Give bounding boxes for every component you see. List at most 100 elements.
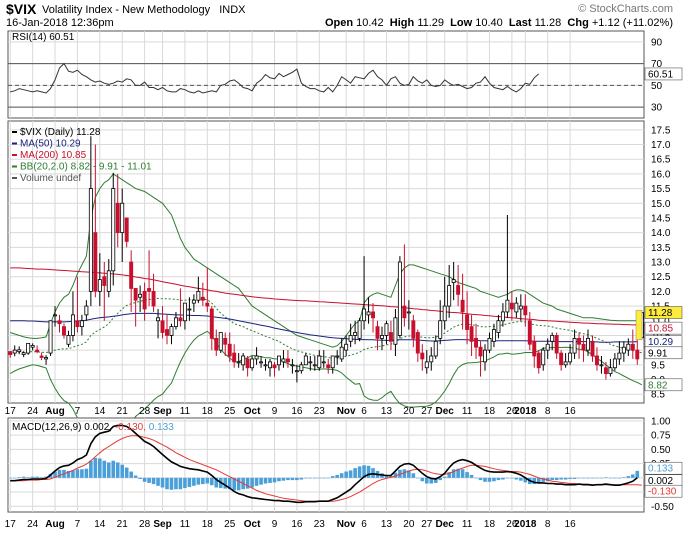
last-label: Last [508,17,532,29]
macd-histogram-bar [196,477,201,485]
y-tick-label: -0.50 [651,502,674,513]
x-tick-label: Aug [45,519,64,530]
x-tick-label: 16 [565,519,577,530]
x-tick-label: 25 [224,519,236,530]
candle-body [133,288,138,301]
candle-body [173,317,178,328]
macd-histogram-bar [532,477,537,485]
macd-histogram-bar [142,477,147,482]
candle-body [321,361,326,364]
x-tick-label: 27 [421,406,433,417]
macd-histogram-bar [245,477,250,489]
candle-body [214,337,219,351]
macd-histogram-bar [442,476,447,478]
y-tick-label: 14.0 [651,228,671,239]
candle-body [196,290,201,301]
ma200-line [10,267,647,326]
quote-summary: Open 10.42 High 11.29 Low 10.40 Last 11.… [325,17,673,29]
macd-histogram-bar [299,477,304,480]
candle-body [35,349,40,352]
macd-histogram-bar [631,474,635,478]
last-price-label: 11.28 [648,308,673,319]
macd-histogram-bar [523,477,528,483]
macd-histogram-bar [26,477,30,478]
datetime: 16-Jan-2018 12:36pm [6,17,114,29]
macd-histogram-bar [357,466,362,478]
macd-histogram-bar [236,477,241,491]
ma200-value-label-bg [644,321,683,335]
candle-body [420,352,425,360]
macd-panel: -0.50-0.250.000.250.500.751.00MACD(12,26… [7,416,683,513]
price-legend-item: MA(200) 10.85 [20,150,87,161]
macd-histogram-bar [545,477,550,482]
candle-body [277,355,281,366]
macd-histogram-bar [622,477,626,478]
candle-body [612,358,617,369]
x-tick-label: 11 [180,406,191,417]
x-tick-label: 28 [139,406,151,417]
macd-histogram-bar [44,476,48,478]
macd-histogram-bar [290,477,295,481]
x-tick-label: 14 [94,519,106,530]
x-tick-label: 26 [506,519,518,530]
candle-body [483,349,487,363]
candle-body [326,364,331,369]
candle-body [299,364,304,372]
macd-histogram-bar [456,468,460,478]
rsi-last-label-bg [644,67,683,81]
x-tick-label: 24 [27,519,39,530]
x-tick-label: Aug [45,406,64,417]
y-tick-label: 12.5 [651,272,671,283]
ma200-value-label: 10.85 [648,324,673,335]
candle-body [21,352,26,355]
legend-swatch [12,177,17,179]
candle-body [62,326,66,336]
macd-histogram-bar [604,477,608,478]
macd-histogram-bar [254,477,259,486]
candle-body [70,314,75,336]
macd-hist-value-label: 0.133 [648,464,673,475]
candle-body [429,355,434,363]
candle-body [393,317,398,345]
macd-histogram-bar [330,476,335,478]
high-value: 11.29 [417,17,445,29]
candle-body [30,345,35,348]
candle-body [362,308,367,322]
candle-body [191,299,196,304]
candle-body [227,343,232,357]
macd-histogram-bar [416,477,420,479]
x-tick-label: 16 [565,406,577,417]
macd-histogram-bar [353,468,357,478]
y-tick-label: 1.00 [651,416,671,427]
index-name: Volatility Index - New Methodology INDX [42,4,246,16]
macd-histogram-bar [492,477,496,482]
macd-histogram-bar [398,469,402,478]
macd-histogram-bar [111,460,116,478]
macd-histogram-bar [407,470,411,478]
x-tick-label: Nov [337,406,356,417]
candle-body [411,320,416,339]
macd-histogram-bar [214,477,219,488]
candle-body [147,288,152,292]
y-tick-label: 12.0 [651,287,671,298]
y-tick-label: 17.5 [651,125,671,136]
x-tick-label: 18 [202,519,214,530]
candle-body [88,188,93,292]
candle-body [294,370,299,373]
y-tick-label: 16.5 [651,155,671,166]
symbol: $VIX [6,1,37,17]
candle-body [142,290,147,310]
candle-body [93,232,98,292]
x-tick-label: 20 [403,519,415,530]
low-value: 10.40 [475,17,503,29]
y-tick-label: 13.0 [651,258,671,269]
macd-histogram-bar [424,477,429,484]
macd-histogram-bar [581,477,586,479]
macd-histogram-bar [348,470,353,478]
macd-histogram-bar [129,471,133,478]
x-tick-label: 11 [462,406,473,417]
macd-histogram-bar [393,472,398,478]
candle-body [523,305,528,316]
x-tick-label: 24 [27,406,39,417]
macd-legend: MACD(12,26,9) 0.002, -0.130, 0.133 [12,422,174,433]
